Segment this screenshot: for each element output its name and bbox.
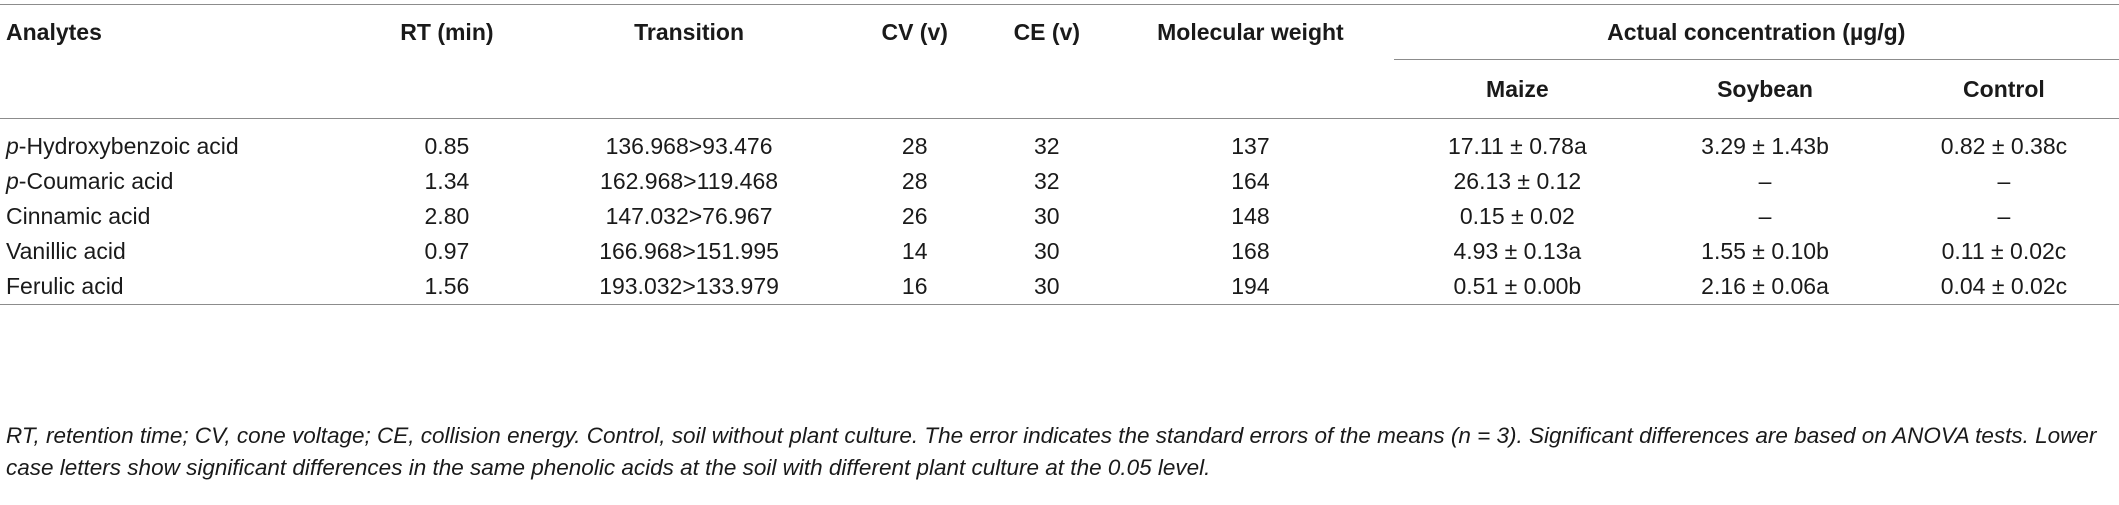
analyte-name: Ferulic acid	[6, 273, 124, 299]
table-row: Ferulic acid 1.56 193.032>133.979 16 30 194 0.…	[0, 269, 2119, 305]
cell-molecular-weight: 164	[1231, 168, 1270, 194]
cell-molecular-weight: 194	[1231, 273, 1270, 299]
cell-analyte: p-Coumaric acid	[0, 164, 359, 199]
cell-ce: 32	[1033, 168, 1060, 194]
cell-cv: 14	[901, 238, 928, 264]
cell-ce: 30	[1033, 203, 1060, 229]
cell-maize: 0.51 ± 0.00b	[1453, 273, 1582, 299]
cell-ce: 32	[1033, 133, 1060, 159]
cell-soybean: –	[1758, 168, 1772, 194]
table-row: p-Coumaric acid 1.34 162.968>119.468 28 32 16…	[0, 164, 2119, 199]
cell-maize: 0.15 ± 0.02	[1459, 203, 1575, 229]
analyte-name: Cinnamic acid	[6, 203, 151, 229]
cell-soybean: 3.29 ± 1.43b	[1701, 133, 1829, 159]
analyte-name: -Coumaric acid	[18, 168, 174, 194]
header-analytes: Analytes	[6, 18, 102, 45]
cell-ce: 30	[1033, 238, 1060, 264]
cell-molecular-weight: 148	[1231, 203, 1270, 229]
cell-maize: 4.93 ± 0.13a	[1453, 238, 1582, 264]
cell-control: –	[1997, 203, 2011, 229]
cell-ce: 30	[1033, 273, 1060, 299]
cell-maize: 26.13 ± 0.12	[1453, 168, 1582, 194]
cell-analyte: Vanillic acid	[0, 234, 359, 269]
cell-maize: 17.11 ± 0.78a	[1447, 133, 1587, 159]
subheader-row: Maize Soybean Control	[0, 60, 2119, 119]
cell-soybean: 2.16 ± 0.06a	[1701, 273, 1829, 299]
cell-control: –	[1997, 168, 2011, 194]
cell-analyte: Ferulic acid	[0, 269, 359, 305]
cell-transition: 162.968>119.468	[600, 168, 779, 194]
cell-analyte: p-Hydroxybenzoic acid	[0, 129, 359, 164]
cell-cv: 26	[901, 203, 928, 229]
cell-molecular-weight: 168	[1231, 238, 1270, 264]
cell-transition: 193.032>133.979	[599, 273, 779, 299]
header-maize: Maize	[1486, 75, 1549, 102]
cell-transition: 166.968>151.995	[599, 238, 779, 264]
cell-control: 0.11 ± 0.02c	[1941, 238, 2067, 264]
cell-cv: 28	[901, 168, 928, 194]
cell-rt: 0.85	[424, 133, 470, 159]
cell-cv: 28	[901, 133, 928, 159]
header-ce: CE (v)	[1013, 18, 1081, 45]
cell-control: 0.04 ± 0.02c	[1940, 273, 2068, 299]
cell-transition: 136.968>93.476	[605, 133, 773, 159]
cell-control: 0.82 ± 0.38c	[1940, 133, 2068, 159]
analyte-name: -Hydroxybenzoic acid	[18, 133, 239, 159]
cell-analyte: Cinnamic acid	[0, 199, 359, 234]
cell-rt: 1.34	[424, 168, 470, 194]
header-transition: Transition	[634, 18, 744, 45]
analyte-prefix: p	[6, 133, 19, 159]
header-row: Analytes RT (min) Transition CV (v) CE (…	[0, 4, 2119, 60]
table-row: p-Hydroxybenzoic acid 0.85 136.968>93.476 2…	[0, 129, 2119, 164]
table-footnote: RT, retention time; CV, cone voltage; CE…	[6, 423, 2097, 480]
cell-rt: 0.97	[424, 238, 470, 264]
header-control: Control	[1963, 75, 2045, 102]
header-molecular-weight: Molecular weight	[1157, 18, 1344, 45]
table-row: Cinnamic acid 2.80 147.032>76.967 26 30 148 0.…	[0, 199, 2119, 234]
data-table: Analytes RT (min) Transition CV (v) CE (…	[0, 4, 2119, 305]
cell-molecular-weight: 137	[1231, 133, 1270, 159]
cell-transition: 147.032>76.967	[605, 203, 773, 229]
header-actual-concentration: Actual concentration (µg/g)	[1393, 4, 2119, 60]
cell-rt: 2.80	[424, 203, 470, 229]
cell-rt: 1.56	[424, 273, 470, 299]
table-row: Vanillic acid 0.97 166.968>151.995 14 30 168 4…	[0, 234, 2119, 269]
header-cv: CV (v)	[881, 18, 948, 45]
cell-soybean: –	[1758, 203, 1772, 229]
cell-soybean: 1.55 ± 0.10b	[1701, 238, 1829, 264]
table-body: p-Hydroxybenzoic acid 0.85 136.968>93.476 2…	[0, 119, 2119, 305]
cell-cv: 16	[901, 273, 928, 299]
header-soybean: Soybean	[1717, 75, 1813, 102]
analyte-name: Vanillic acid	[6, 238, 126, 264]
header-rt: RT (min)	[400, 18, 494, 45]
analyte-prefix: p	[6, 168, 19, 194]
